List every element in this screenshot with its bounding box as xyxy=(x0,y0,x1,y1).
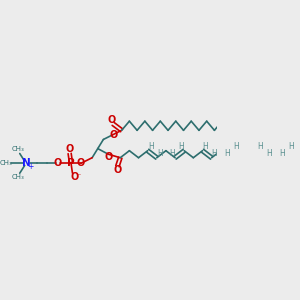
Text: +: + xyxy=(27,162,34,171)
Text: H: H xyxy=(169,149,175,158)
Text: H: H xyxy=(257,142,263,151)
Text: O: O xyxy=(70,172,79,182)
Text: O: O xyxy=(76,158,84,168)
Text: CH₃: CH₃ xyxy=(12,174,25,180)
Text: N: N xyxy=(22,158,31,168)
Text: P: P xyxy=(67,158,75,168)
Text: H: H xyxy=(267,149,272,158)
Text: O: O xyxy=(109,130,117,140)
Text: H: H xyxy=(148,142,154,151)
Text: H: H xyxy=(233,142,239,151)
Text: ⁻: ⁻ xyxy=(76,172,81,181)
Text: H: H xyxy=(224,149,230,158)
Text: CH₃: CH₃ xyxy=(0,160,12,166)
Text: CH₃: CH₃ xyxy=(12,146,25,152)
Text: H: H xyxy=(202,142,208,151)
Text: H: H xyxy=(178,142,184,151)
Text: O: O xyxy=(54,158,62,168)
Text: O: O xyxy=(113,165,122,175)
Text: H: H xyxy=(157,149,163,158)
Text: O: O xyxy=(105,152,113,162)
Text: O: O xyxy=(108,116,116,125)
Text: O: O xyxy=(65,144,74,154)
Text: H: H xyxy=(212,149,218,158)
Text: H: H xyxy=(279,149,285,158)
Text: H: H xyxy=(288,142,294,151)
